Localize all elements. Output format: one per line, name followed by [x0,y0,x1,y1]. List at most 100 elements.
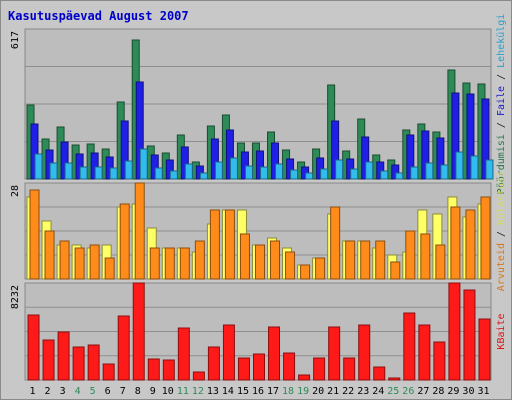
bar-lehek-lgi [244,165,253,180]
bar-arvuteid [89,244,100,280]
bar-kbaite [268,326,281,381]
bar-arvuteid [480,196,491,280]
x-tick-label: 11 [177,386,189,397]
bar-lehek-lgi [275,163,284,180]
x-tick-label: 10 [162,386,174,397]
series-label: Faile [496,86,507,116]
bar-kbaite [102,363,115,381]
bar-kbaite [87,344,100,381]
bar-arvuteid [450,206,461,280]
x-tick-label: 29 [447,386,459,397]
bar-arvuteid [149,247,160,280]
x-tick-label: 15 [237,386,249,397]
bar-kbaite [222,324,235,381]
bar-arvuteid [224,209,235,280]
x-tick-label: 8 [135,386,141,397]
bar-arvuteid [119,203,130,280]
bar-arvuteid [375,240,386,280]
bar-arvuteid [420,233,431,280]
bar-lehek-lgi [124,160,133,180]
bar-lehek-lgi [440,164,449,180]
bar-arvuteid [330,206,341,280]
x-tick-label: 21 [327,386,339,397]
x-tick-label: 25 [387,386,399,397]
bar-kbaite [57,331,70,381]
bar-arvuteid [104,257,115,280]
x-tick-label: 1 [30,386,36,397]
chart-title: Kasutuspäevad August 2007 [8,9,189,23]
bar-kbaite [27,314,40,381]
bar-lehek-lgi [154,167,163,180]
bar-arvuteid [164,247,175,280]
x-tick-label: 13 [207,386,219,397]
bar-arvuteid [285,251,296,280]
bar-lehek-lgi [109,167,118,180]
x-tick-label: 23 [357,386,369,397]
bar-lehek-lgi [169,170,178,180]
bar-lehek-lgi [305,172,314,180]
series-legend-middle: Arvuteid / Külastusi [496,171,507,291]
bar-kbaite [162,359,175,381]
x-tick-label: 28 [432,386,444,397]
bar-lehek-lgi [259,166,268,180]
x-tick-label: 6 [105,386,111,397]
max-label: 28 [10,185,21,197]
bar-lehek-lgi [290,169,299,180]
x-tick-label: 5 [90,386,96,397]
bar-lehek-lgi [49,162,58,180]
x-tick-label: 3 [60,386,66,397]
bar-lehek-lgi [365,161,374,180]
bar-lehek-lgi [425,162,434,180]
bar-lehek-lgi [455,151,464,180]
bar-arvuteid [270,240,281,280]
bar-arvuteid [315,257,326,280]
bar-kbaite [117,315,130,381]
bar-arvuteid [74,247,85,280]
series-label: KBaite [496,313,507,349]
x-tick-label: 9 [150,386,156,397]
bar-lehek-lgi [139,148,148,180]
bar-arvuteid [435,244,446,280]
bar-arvuteid [239,233,250,280]
bar-kbaite [42,339,55,381]
bar-lehek-lgi [395,172,404,180]
x-tick-label: 19 [297,386,309,397]
bar-arvuteid [465,209,476,280]
bar-lehek-lgi [34,153,43,180]
bar-lehek-lgi [64,162,73,180]
bar-lehek-lgi [485,159,494,180]
bar-lehek-lgi [320,168,329,180]
bar-arvuteid [59,240,70,280]
x-tick-label: 31 [477,386,489,397]
bar-lehek-lgi [470,155,479,180]
max-label: 617 [10,31,21,49]
bar-kbaite [132,282,145,381]
bar-kbaite [433,341,446,381]
bar-arvuteid [390,261,401,280]
bar-kbaite [253,353,265,381]
x-tick-label: 24 [372,386,384,397]
x-tick-label: 17 [267,386,279,397]
panel-top: 617 Pöördumisi / Faile / Lehekülgi [10,14,507,195]
bar-kbaite [448,282,461,381]
bar-kbaite [313,357,326,381]
x-tick-label: 2 [45,386,51,397]
bar-lehek-lgi [229,157,238,180]
bar-lehek-lgi [94,166,103,180]
bar-kbaite [237,357,250,381]
bar-kbaite [147,358,160,381]
x-tick-label: 7 [120,386,126,397]
bar-arvuteid [254,244,265,280]
series-legend-bottom: KBaite [496,313,507,349]
bar-arvuteid [300,264,311,280]
x-tick-label: 12 [192,386,204,397]
bar-lehek-lgi [184,163,193,180]
bar-kbaite [418,324,431,381]
bar-arvuteid [209,209,220,280]
x-tick-label: 27 [417,386,429,397]
max-label: 8232 [10,285,21,309]
bar-arvuteid [44,230,55,280]
bar-lehek-lgi [199,172,208,180]
panel-bottom: 8232 KBaite [10,282,507,381]
bar-kbaite [403,312,416,381]
